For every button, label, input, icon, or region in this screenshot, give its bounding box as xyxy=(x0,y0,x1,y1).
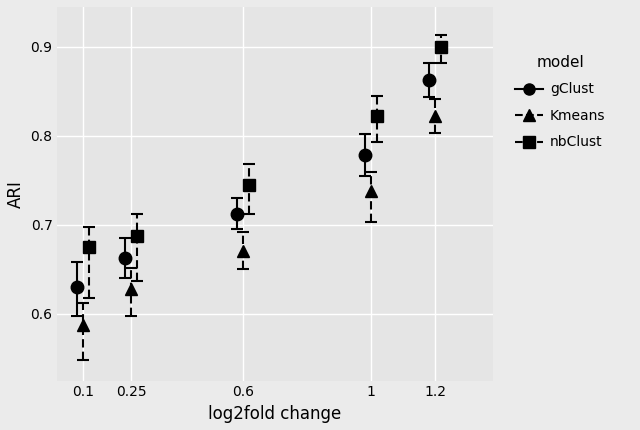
Y-axis label: ARI: ARI xyxy=(7,180,25,208)
X-axis label: log2fold change: log2fold change xyxy=(209,405,342,423)
Legend: gClust, Kmeans, nbClust: gClust, Kmeans, nbClust xyxy=(504,44,616,160)
